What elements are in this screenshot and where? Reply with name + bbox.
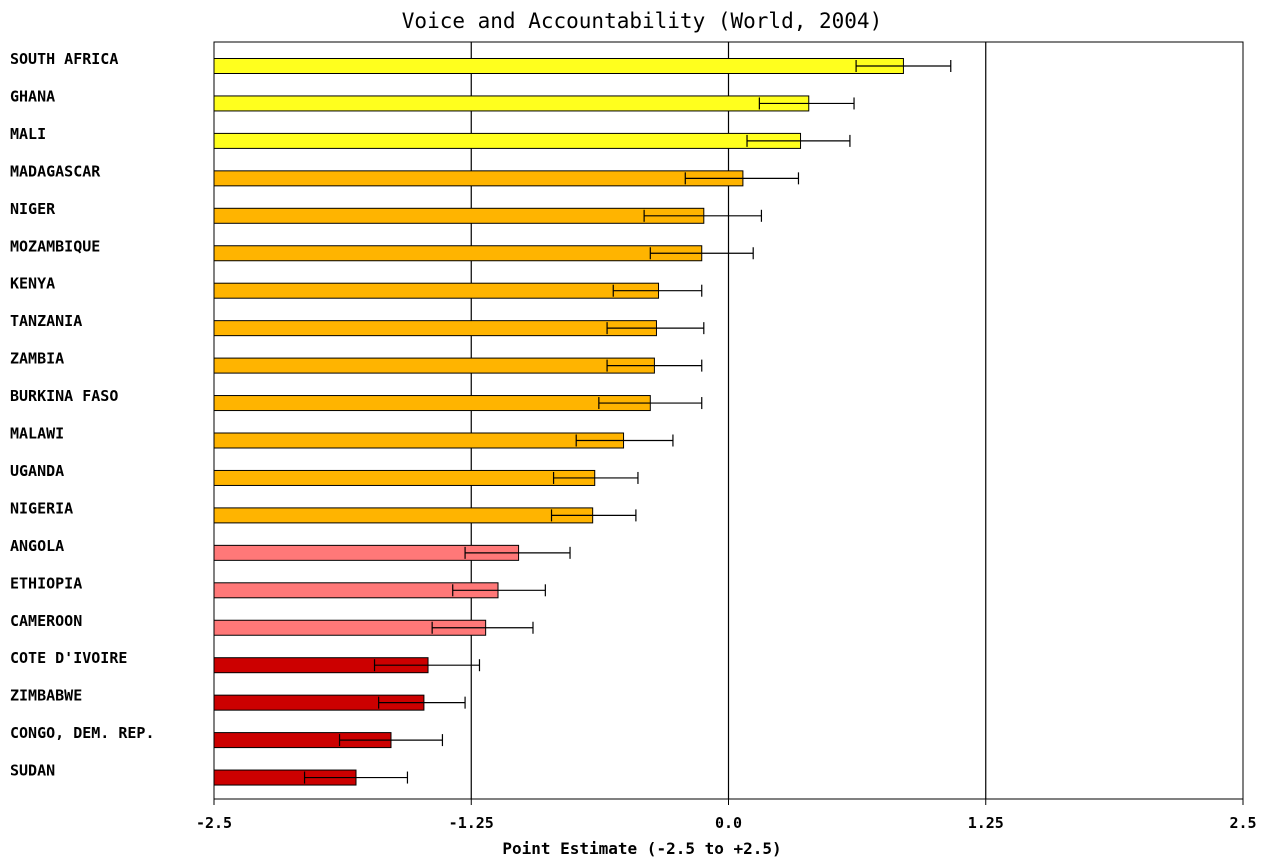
x-tick-label: -2.5 [196, 814, 232, 832]
category-label: MOZAMBIQUE [10, 237, 100, 255]
bar [213, 58, 904, 74]
category-label: BURKINA FASO [10, 387, 118, 405]
category-label: GHANA [10, 87, 55, 105]
bar [213, 507, 594, 524]
category-label: SOUTH AFRICA [10, 50, 118, 68]
x-tick-label: -1.25 [449, 814, 494, 832]
category-label: UGANDA [10, 462, 64, 480]
category-label: ANGOLA [10, 537, 64, 555]
category-label: ETHIOPIA [10, 574, 82, 592]
bar [213, 170, 744, 187]
bar [213, 245, 703, 262]
x-axis-label: Point Estimate (-2.5 to +2.5) [502, 839, 781, 858]
bar [213, 132, 802, 149]
category-label: SUDAN [10, 762, 55, 780]
bar [213, 207, 705, 224]
x-tick-label: 2.5 [1229, 814, 1256, 832]
bar [213, 282, 660, 299]
x-axis-ticks: -2.5 -1.25 0.0 1.25 2.5 [196, 799, 1257, 832]
error-bars [303, 60, 952, 784]
x-tick-label: 0.0 [715, 814, 742, 832]
category-label: ZAMBIA [10, 350, 64, 368]
bar [213, 432, 625, 449]
category-label: NIGERIA [10, 499, 73, 517]
category-label: NIGER [10, 200, 56, 218]
category-label: MALI [10, 125, 46, 143]
bar [213, 469, 596, 486]
x-tick-label: 1.25 [968, 814, 1004, 832]
category-labels: SOUTH AFRICA GHANA MALI MADAGASCAR NIGER MOZA… [10, 50, 155, 780]
category-label: KENYA [10, 275, 55, 293]
bar [213, 357, 655, 374]
gridlines [470, 42, 987, 799]
category-label: COTE D'IVOIRE [10, 649, 127, 667]
bar [213, 95, 810, 112]
category-label: CAMEROON [10, 612, 82, 630]
bar [213, 395, 651, 412]
category-label: MALAWI [10, 425, 64, 443]
category-label: TANZANIA [10, 312, 82, 330]
bar [213, 320, 657, 337]
chart-title: Voice and Accountability (World, 2004) [402, 9, 882, 33]
category-label: CONGO, DEM. REP. [10, 724, 155, 742]
category-label: ZIMBABWE [10, 687, 82, 705]
category-label: MADAGASCAR [10, 162, 101, 180]
